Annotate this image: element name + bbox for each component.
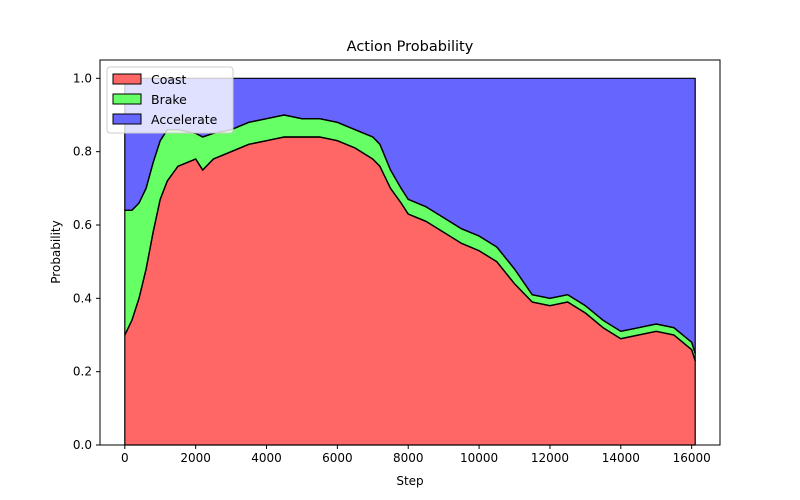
y-tick-label: 0.6 xyxy=(73,218,92,232)
x-tick-label: 16000 xyxy=(673,451,711,465)
legend-swatch-coast xyxy=(112,73,142,85)
boundary-coast-top xyxy=(124,136,696,361)
x-tick-label: 12000 xyxy=(531,451,569,465)
x-tick-label: 10000 xyxy=(460,451,498,465)
axes-frame xyxy=(99,59,721,446)
x-tick-label: 0 xyxy=(121,451,129,465)
legend-label-accelerate: Accelerate xyxy=(151,112,218,127)
legend: Coast Brake Accelerate xyxy=(106,66,234,134)
legend-label-coast: Coast xyxy=(151,72,187,87)
y-tick-label: 0.4 xyxy=(73,291,92,305)
x-tick-label: 2000 xyxy=(180,451,211,465)
legend-label-brake: Brake xyxy=(151,92,187,107)
x-axis-label: Step xyxy=(396,474,423,488)
y-axis-ticks: 0.0 0.2 0.4 0.6 0.8 1.0 xyxy=(73,71,100,452)
y-axis-label: Probability xyxy=(49,220,63,283)
x-tick-label: 14000 xyxy=(602,451,640,465)
x-tick-label: 8000 xyxy=(393,451,424,465)
legend-swatch-brake xyxy=(112,93,142,105)
legend-swatch-accelerate xyxy=(112,113,142,125)
y-tick-label: 0.2 xyxy=(73,365,92,379)
chart-title: Action Probability xyxy=(347,39,474,55)
x-tick-label: 4000 xyxy=(251,451,282,465)
x-tick-label: 6000 xyxy=(322,451,353,465)
y-tick-label: 0.0 xyxy=(73,438,92,452)
y-tick-label: 0.8 xyxy=(73,145,92,159)
x-axis-ticks: 0 2000 4000 6000 8000 10000 12000 14000 16000 xyxy=(121,445,711,465)
y-tick-label: 1.0 xyxy=(73,71,92,85)
